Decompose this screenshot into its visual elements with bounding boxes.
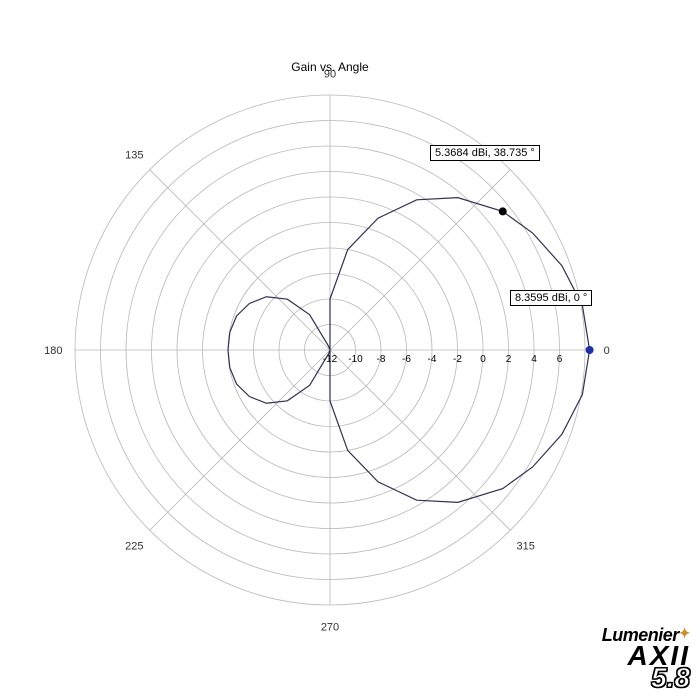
svg-text:0: 0 (480, 354, 486, 365)
chart-annotation: 5.3684 dBi, 38.735 ° (430, 145, 540, 161)
svg-text:135: 135 (125, 149, 143, 161)
svg-text:-4: -4 (428, 354, 437, 365)
svg-text:315: 315 (516, 541, 534, 553)
svg-text:-2: -2 (453, 354, 462, 365)
svg-text:6: 6 (557, 354, 563, 365)
svg-text:180: 180 (44, 345, 62, 357)
chart-annotation: 8.3595 dBi, 0 ° (510, 290, 592, 306)
svg-text:-8: -8 (377, 354, 386, 365)
svg-text:270: 270 (321, 622, 339, 634)
svg-text:225: 225 (125, 541, 143, 553)
svg-text:Gain vs. Angle: Gain vs. Angle (291, 60, 369, 74)
logo-star: ✦ (679, 625, 690, 641)
svg-text:4: 4 (531, 354, 537, 365)
brand-logo: Lumenier✦ AXII 5.8 (602, 626, 690, 692)
svg-text:-6: -6 (402, 354, 411, 365)
svg-text:2: 2 (506, 354, 512, 365)
polar-chart: 04590135180225270315Gain vs. Angle-12-10… (0, 0, 700, 700)
svg-text:0: 0 (604, 345, 610, 357)
svg-text:-10: -10 (348, 354, 363, 365)
